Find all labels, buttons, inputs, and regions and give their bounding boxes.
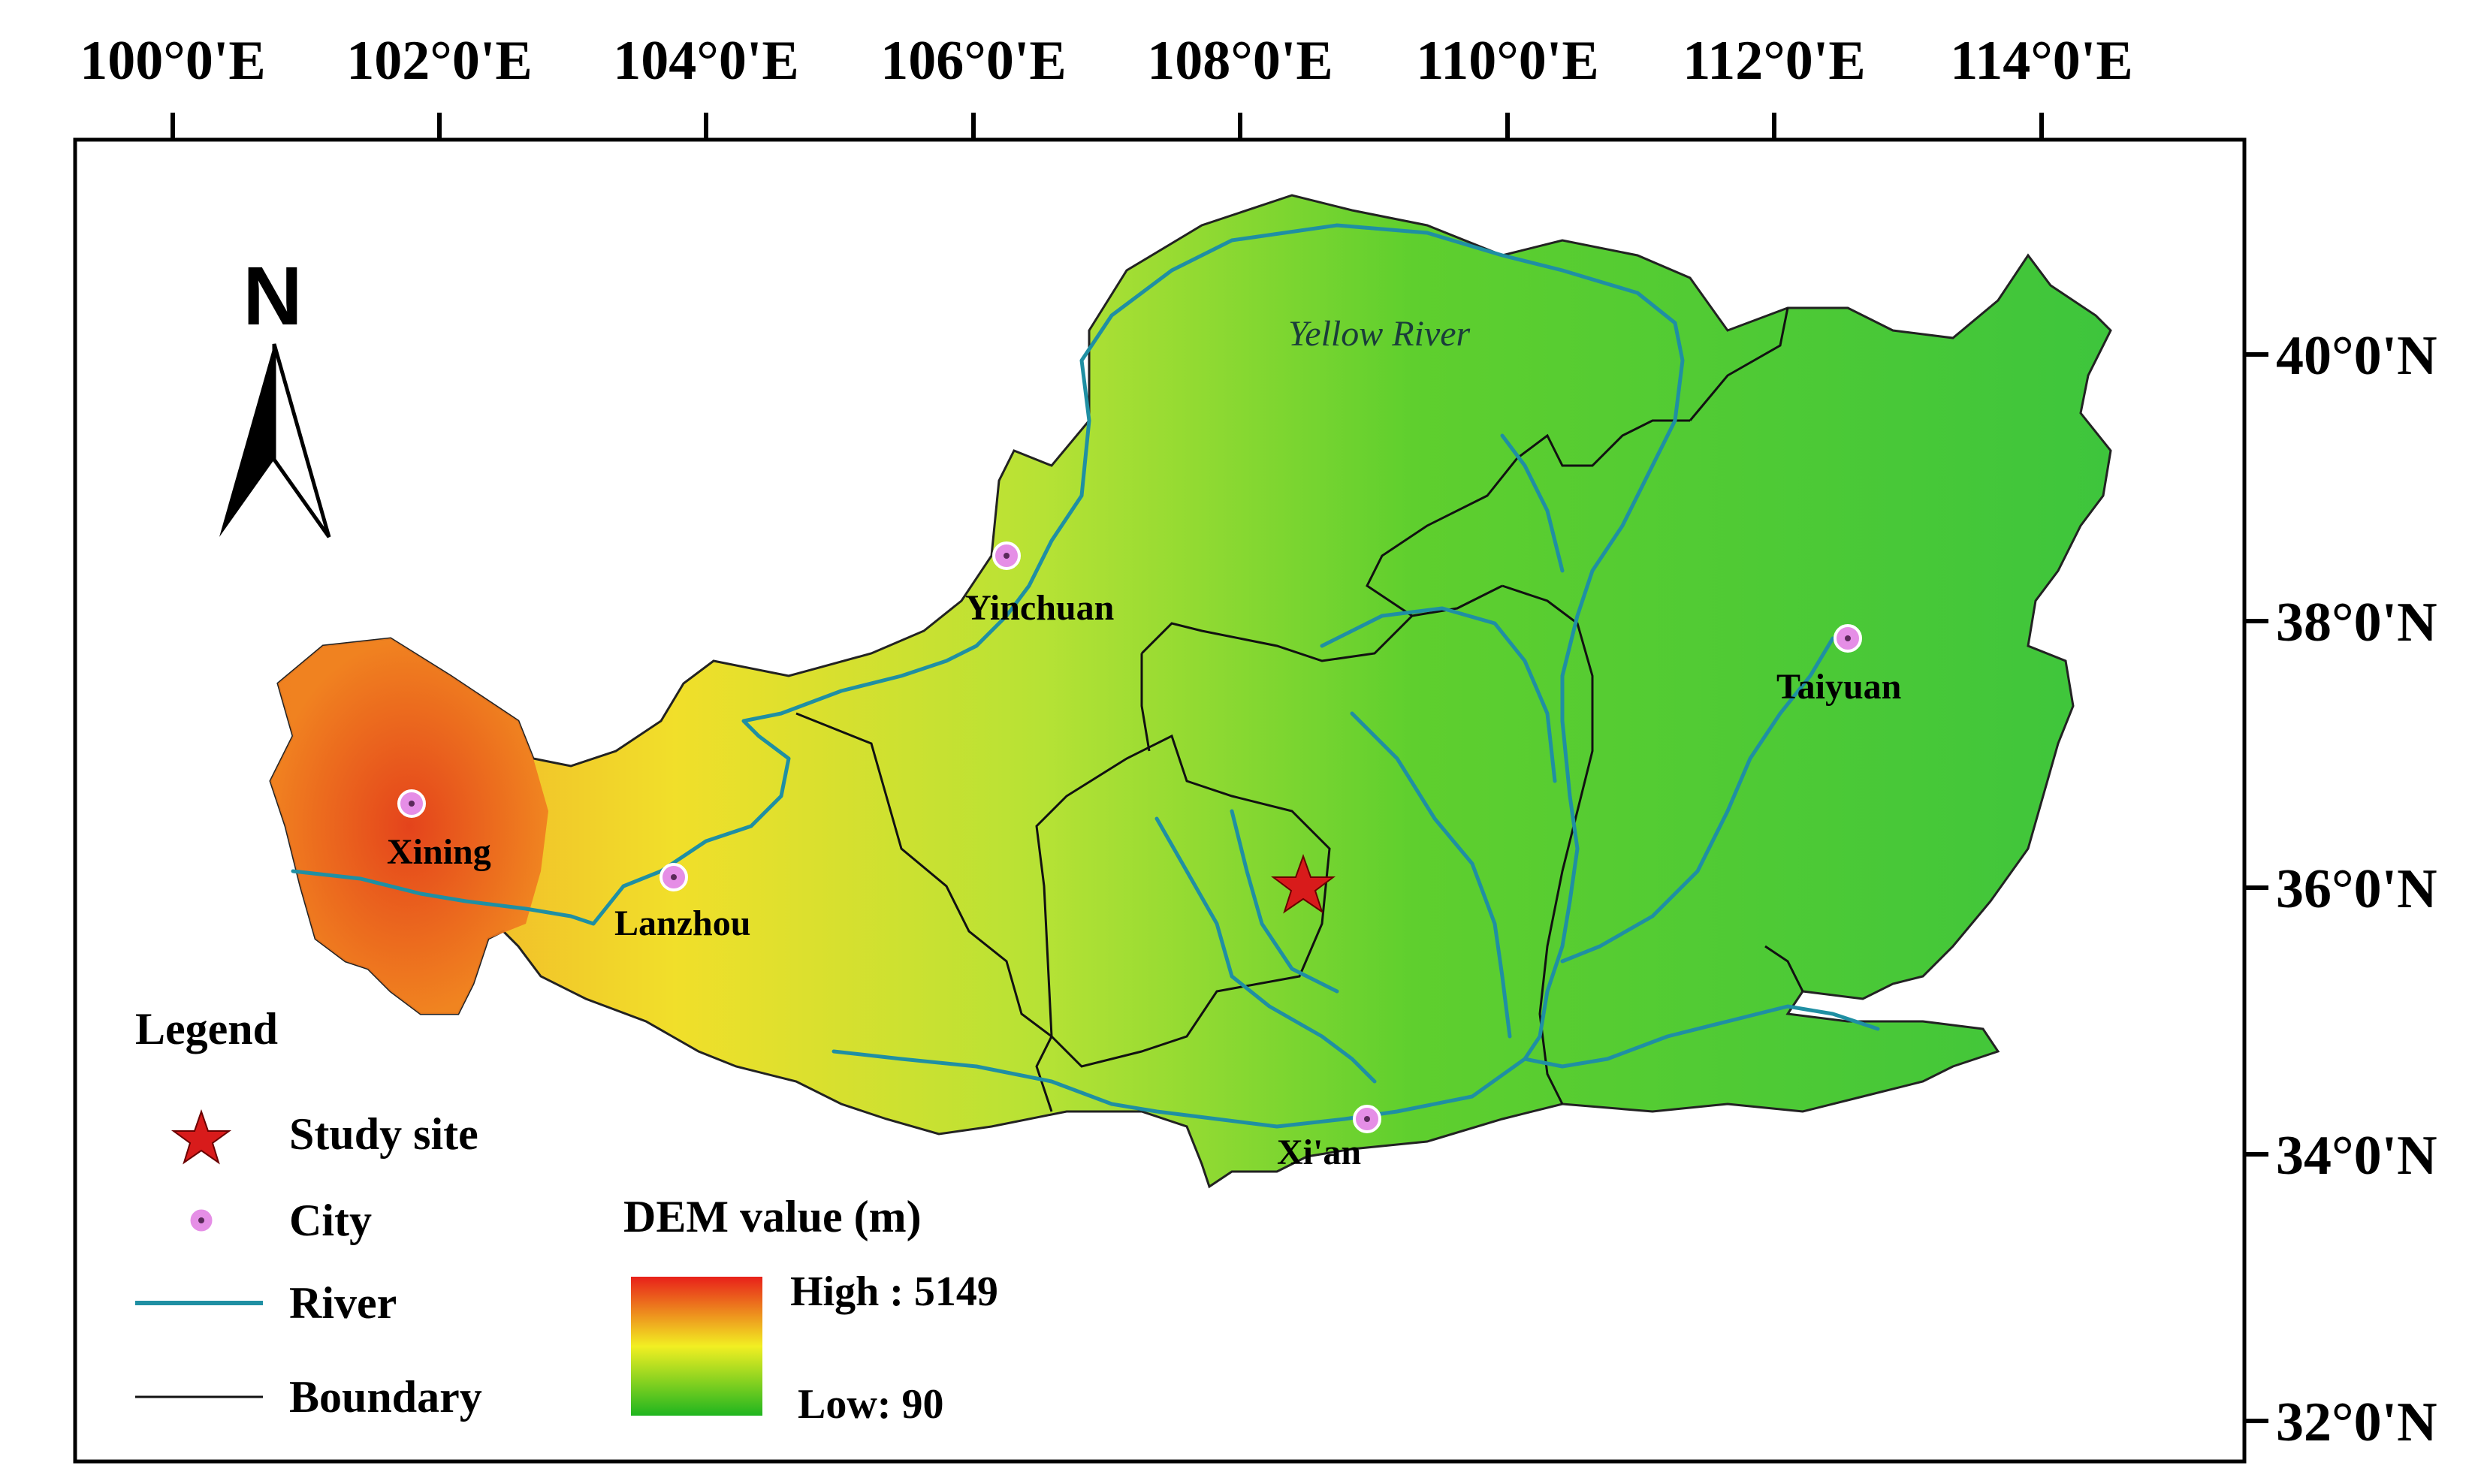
lon-label-112: 112°0'E <box>1683 30 1865 92</box>
legend-title: Legend <box>135 1004 278 1054</box>
dem-low-label: Low: 90 <box>798 1381 943 1428</box>
lat-label-38: 38°0'N <box>2276 592 2437 653</box>
legend-study-site-label: Study site <box>289 1109 478 1159</box>
luo-river <box>1350 711 1512 1039</box>
legend-boundary-label: Boundary <box>289 1372 482 1422</box>
legend-city-label: City <box>289 1196 372 1245</box>
lat-label-40: 40°0'N <box>2276 325 2437 387</box>
lat-label-34: 34°0'N <box>2276 1125 2437 1187</box>
city-label-xian: Xi'an <box>1277 1133 1361 1172</box>
lon-label-110: 110°0'E <box>1416 30 1598 92</box>
north-tributary <box>1500 433 1565 573</box>
legend-study-site-symbol <box>171 1108 232 1165</box>
lon-label-100: 100°0'E <box>80 30 266 92</box>
lon-label-104: 104°0'E <box>613 30 799 92</box>
city-markers[interactable] <box>397 541 1862 1133</box>
north-arrow-label: N <box>243 250 302 342</box>
legend-river-label: River <box>289 1278 397 1328</box>
city-label-xining: Xining <box>387 832 491 872</box>
north-arrow: N <box>219 250 331 538</box>
dem-title: DEM value (m) <box>623 1192 922 1241</box>
wei-river <box>832 1049 1527 1129</box>
city-marker-lanzhou <box>659 863 688 891</box>
river-label: Yellow River <box>1288 314 1471 354</box>
latitude-axis: 40°0'N 38°0'N 36°0'N 34°0'N 32°0'N <box>2244 325 2437 1453</box>
lat-label-32: 32°0'N <box>2276 1392 2437 1453</box>
city-marker-xining <box>397 789 426 818</box>
legend: Legend Study site City River Boundary DE… <box>135 1004 998 1428</box>
city-label-lanzhou: Lanzhou <box>614 903 750 943</box>
city-marker-xian <box>1353 1105 1381 1133</box>
fen-river <box>1560 636 1835 964</box>
study-region <box>269 194 2112 1189</box>
dem-color-ramp <box>631 1277 762 1416</box>
dem-high-label: High : 5149 <box>790 1268 998 1315</box>
lon-label-114: 114°0'E <box>1950 30 2132 92</box>
lon-label-106: 106°0'E <box>880 30 1067 92</box>
jing-river <box>1154 816 1377 1084</box>
city-marker-taiyuan <box>1834 624 1862 653</box>
lower-yellow-river <box>1523 1004 1880 1069</box>
lat-label-36: 36°0'N <box>2276 858 2437 920</box>
sub-basin-boundaries <box>795 307 1804 1112</box>
lon-label-102: 102°0'E <box>346 30 533 92</box>
city-label-taiyuan: Taiyuan <box>1776 667 1901 707</box>
city-label-yinchuan: Yinchuan <box>965 588 1114 628</box>
study-site-marker[interactable] <box>1271 854 1336 914</box>
beiluo-river <box>1230 809 1339 994</box>
wuding-river <box>1320 606 1557 783</box>
lon-label-108: 108°0'E <box>1147 30 1333 92</box>
high-elevation-zone <box>270 638 548 1014</box>
city-marker-yinchuan <box>992 541 1021 570</box>
longitude-axis: 100°0'E 102°0'E 104°0'E 106°0'E 108°0'E … <box>80 30 2133 140</box>
